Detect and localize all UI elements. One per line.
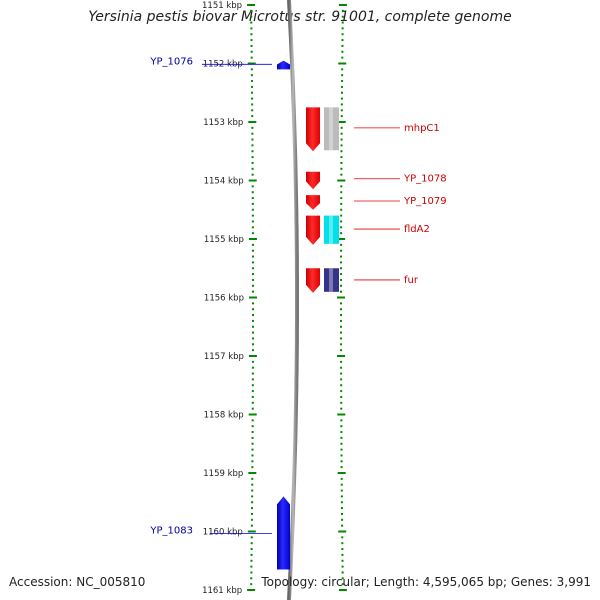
cog-category-bar: [324, 215, 339, 244]
tick-label: 1154 kbp: [204, 177, 244, 187]
major-tick-right: [338, 62, 347, 65]
map-title: Yersinia pestis biovar Microtus str. 910…: [88, 9, 512, 25]
major-tick-left: [247, 4, 256, 6]
major-tick-left: [248, 296, 257, 299]
gene-label[interactable]: YP_1079: [403, 196, 447, 207]
major-tick-right: [337, 413, 346, 416]
features-layer: [277, 60, 339, 570]
cds-arrow-reverse: [306, 215, 320, 245]
gene-feature-YP_1083[interactable]: [277, 496, 290, 570]
tick-label: 1161 kbp: [202, 586, 242, 596]
tick-label: 1153 kbp: [203, 118, 243, 128]
major-tick-left: [247, 530, 256, 533]
cds-arrow-forward: [277, 496, 290, 570]
major-tick-left: [248, 121, 257, 123]
accession-text: Accession: NC_005810: [9, 575, 146, 589]
gene-label[interactable]: fldA2: [404, 224, 430, 235]
major-tick-left: [248, 179, 257, 182]
gene-label[interactable]: mhpC1: [404, 123, 440, 134]
gene-label[interactable]: YP_1076: [149, 56, 193, 67]
tick-label: 1160 kbp: [203, 528, 243, 538]
major-tick-left: [248, 413, 257, 416]
major-tick-right: [338, 4, 347, 6]
gene-feature-YP_1076[interactable]: [277, 60, 290, 70]
major-tick-right: [337, 238, 346, 240]
major-tick-left: [247, 589, 256, 591]
gene-feature-fur[interactable]: [306, 268, 339, 293]
gene-feature-YP_1078[interactable]: [306, 171, 320, 190]
gene-feature-YP_1079[interactable]: [306, 195, 320, 210]
major-tick-right: [337, 472, 346, 474]
right-tick-ring: [337, 4, 347, 591]
tick-label: 1159 kbp: [203, 469, 243, 479]
cds-arrow-forward: [277, 60, 290, 70]
gene-feature-fldA2[interactable]: [306, 215, 339, 245]
major-tick-right: [337, 296, 346, 299]
cog-category-bar: [324, 268, 339, 292]
cds-arrow-reverse: [306, 195, 320, 210]
tick-label: 1155 kbp: [204, 235, 244, 245]
gene-label[interactable]: YP_1078: [403, 174, 447, 185]
major-tick-right: [338, 530, 347, 533]
genome-summary-text: Topology: circular; Length: 4,595,065 bp…: [261, 575, 591, 589]
gene-label[interactable]: fur: [404, 275, 419, 286]
major-tick-right: [337, 355, 346, 357]
cds-arrow-reverse: [306, 107, 320, 152]
major-tick-right: [337, 121, 346, 123]
cds-arrow-reverse: [306, 171, 320, 190]
tick-label: 1157 kbp: [204, 352, 244, 362]
genome-backbone: [287, 0, 299, 600]
labels-layer: YP_1076 mhpC1 YP_1078 YP_1079 fldA2 fur YP_108…: [149, 56, 446, 536]
cds-arrow-reverse: [306, 268, 320, 293]
tick-label: 1158 kbp: [204, 411, 244, 421]
backbone-layer: [287, 0, 299, 600]
major-tick-right: [338, 589, 347, 591]
major-tick-left: [248, 238, 257, 240]
major-tick-left: [247, 62, 256, 65]
tick-label: 1156 kbp: [204, 294, 244, 304]
major-tick-left: [248, 472, 257, 474]
major-tick-right: [337, 179, 346, 182]
gene-label[interactable]: YP_1083: [149, 526, 193, 537]
tick-label: 1151 kbp: [202, 1, 242, 11]
cog-category-bar: [324, 107, 339, 151]
major-tick-left: [248, 355, 257, 357]
gene-feature-mhpC1[interactable]: [306, 107, 339, 152]
